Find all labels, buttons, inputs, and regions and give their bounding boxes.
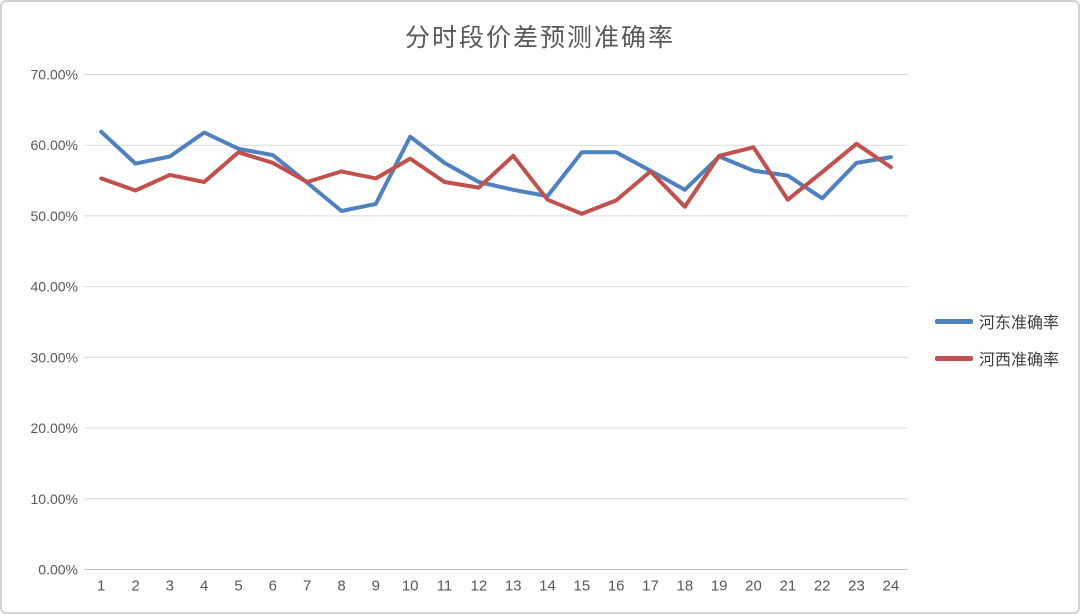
x-axis-tick-label: 9 [372,578,380,595]
x-axis-tick-label: 23 [848,578,865,595]
x-axis-tick-label: 4 [200,578,208,595]
x-axis-tick-label: 19 [711,578,728,595]
x-axis-tick-label: 17 [642,578,659,595]
legend-item-hedong: 河东准确率 [935,309,1059,333]
x-axis-tick-label: 22 [814,578,831,595]
x-axis-tick-label: 15 [573,578,590,595]
x-axis-tick-label: 5 [234,578,242,595]
y-axis-tick-label: 40.00% [31,279,78,295]
hexi-line-swatch [935,355,973,361]
x-axis-tick-label: 24 [882,578,899,595]
legend-label-hexi: 河西准确率 [979,352,1060,369]
series-line-hedong [99,129,893,213]
x-axis-tick-label: 6 [269,578,277,595]
legend-item-hexi: 河西准确率 [935,346,1059,370]
series-line-hexi [99,141,893,216]
legend-label-hedong: 河东准确率 [979,315,1060,332]
x-axis-tick-label: 10 [402,578,419,595]
x-axis-tick-label: 12 [470,578,487,595]
x-axis-tick-label: 16 [608,578,625,595]
x-axis-tick-label: 13 [505,578,522,595]
y-axis-tick-label: 50.00% [31,208,78,224]
x-axis-tick-label: 1 [97,578,105,595]
x-axis-tick-label: 21 [779,578,796,595]
x-axis-tick-label: 14 [539,578,556,595]
y-axis-tick-label: 60.00% [31,137,78,153]
x-axis-tick-label: 8 [337,578,345,595]
x-axis-tick-label: 2 [131,578,139,595]
y-axis-tick-label: 10.00% [31,491,78,507]
chart-title: 分时段价差预测准确率 [404,24,675,52]
y-axis-tick-label: 30.00% [31,349,78,365]
y-axis-tick-label: 0.00% [38,562,78,578]
legend: 河东准确率 河西准确率 [935,309,1059,370]
x-axis-tick-label: 7 [303,578,311,595]
hedong-line-swatch [935,318,973,324]
x-axis-tick-label: 3 [166,578,174,595]
y-axis-tick-label: 70.00% [31,67,78,83]
x-axis-tick-label: 20 [745,578,762,595]
x-axis-tick-label: 11 [437,578,453,595]
y-axis-tick-label: 20.00% [31,420,78,436]
x-axis-tick-label: 18 [676,578,693,595]
